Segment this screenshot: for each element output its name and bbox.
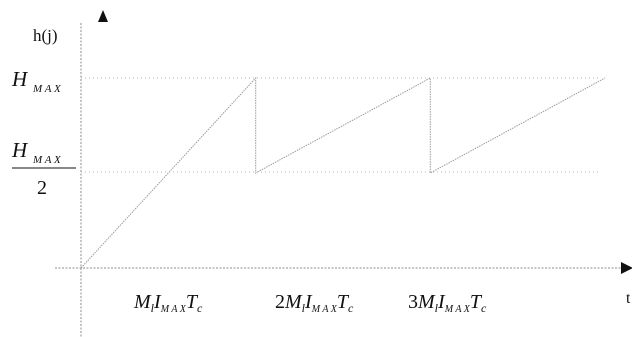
axes: [55, 10, 632, 337]
y-tick-half-hmax: H M A X 2: [11, 138, 76, 199]
y-tick-hmax: H M A X: [11, 67, 62, 95]
y-tick-hmax-subscript: M A X: [32, 83, 62, 95]
y-tick-half-subscript: M A X: [32, 154, 62, 166]
y-axis-label: h(j): [33, 26, 58, 45]
x-tick-3: 3MlIM A XTc: [408, 291, 487, 315]
guide-lines: [81, 77, 600, 173]
x-tick-2: 2MlIM A XTc: [275, 291, 354, 315]
x-tick-2-label: 2MlIM A XTc: [275, 291, 354, 315]
sawtooth-waveform: [80, 76, 606, 269]
x-axis-label: t: [626, 290, 631, 307]
x-axis-arrowhead: [621, 262, 632, 274]
y-tick-hmax-symbol: H: [11, 67, 29, 91]
x-tick-3-label: 3MlIM A XTc: [408, 291, 487, 315]
y-tick-half-denominator: 2: [37, 177, 47, 199]
x-tick-1-label: MlIM A XTc: [133, 291, 203, 315]
y-tick-half-symbol: H: [11, 138, 29, 162]
x-tick-1: MlIM A XTc: [133, 291, 203, 315]
y-axis-arrowhead: [98, 10, 108, 22]
